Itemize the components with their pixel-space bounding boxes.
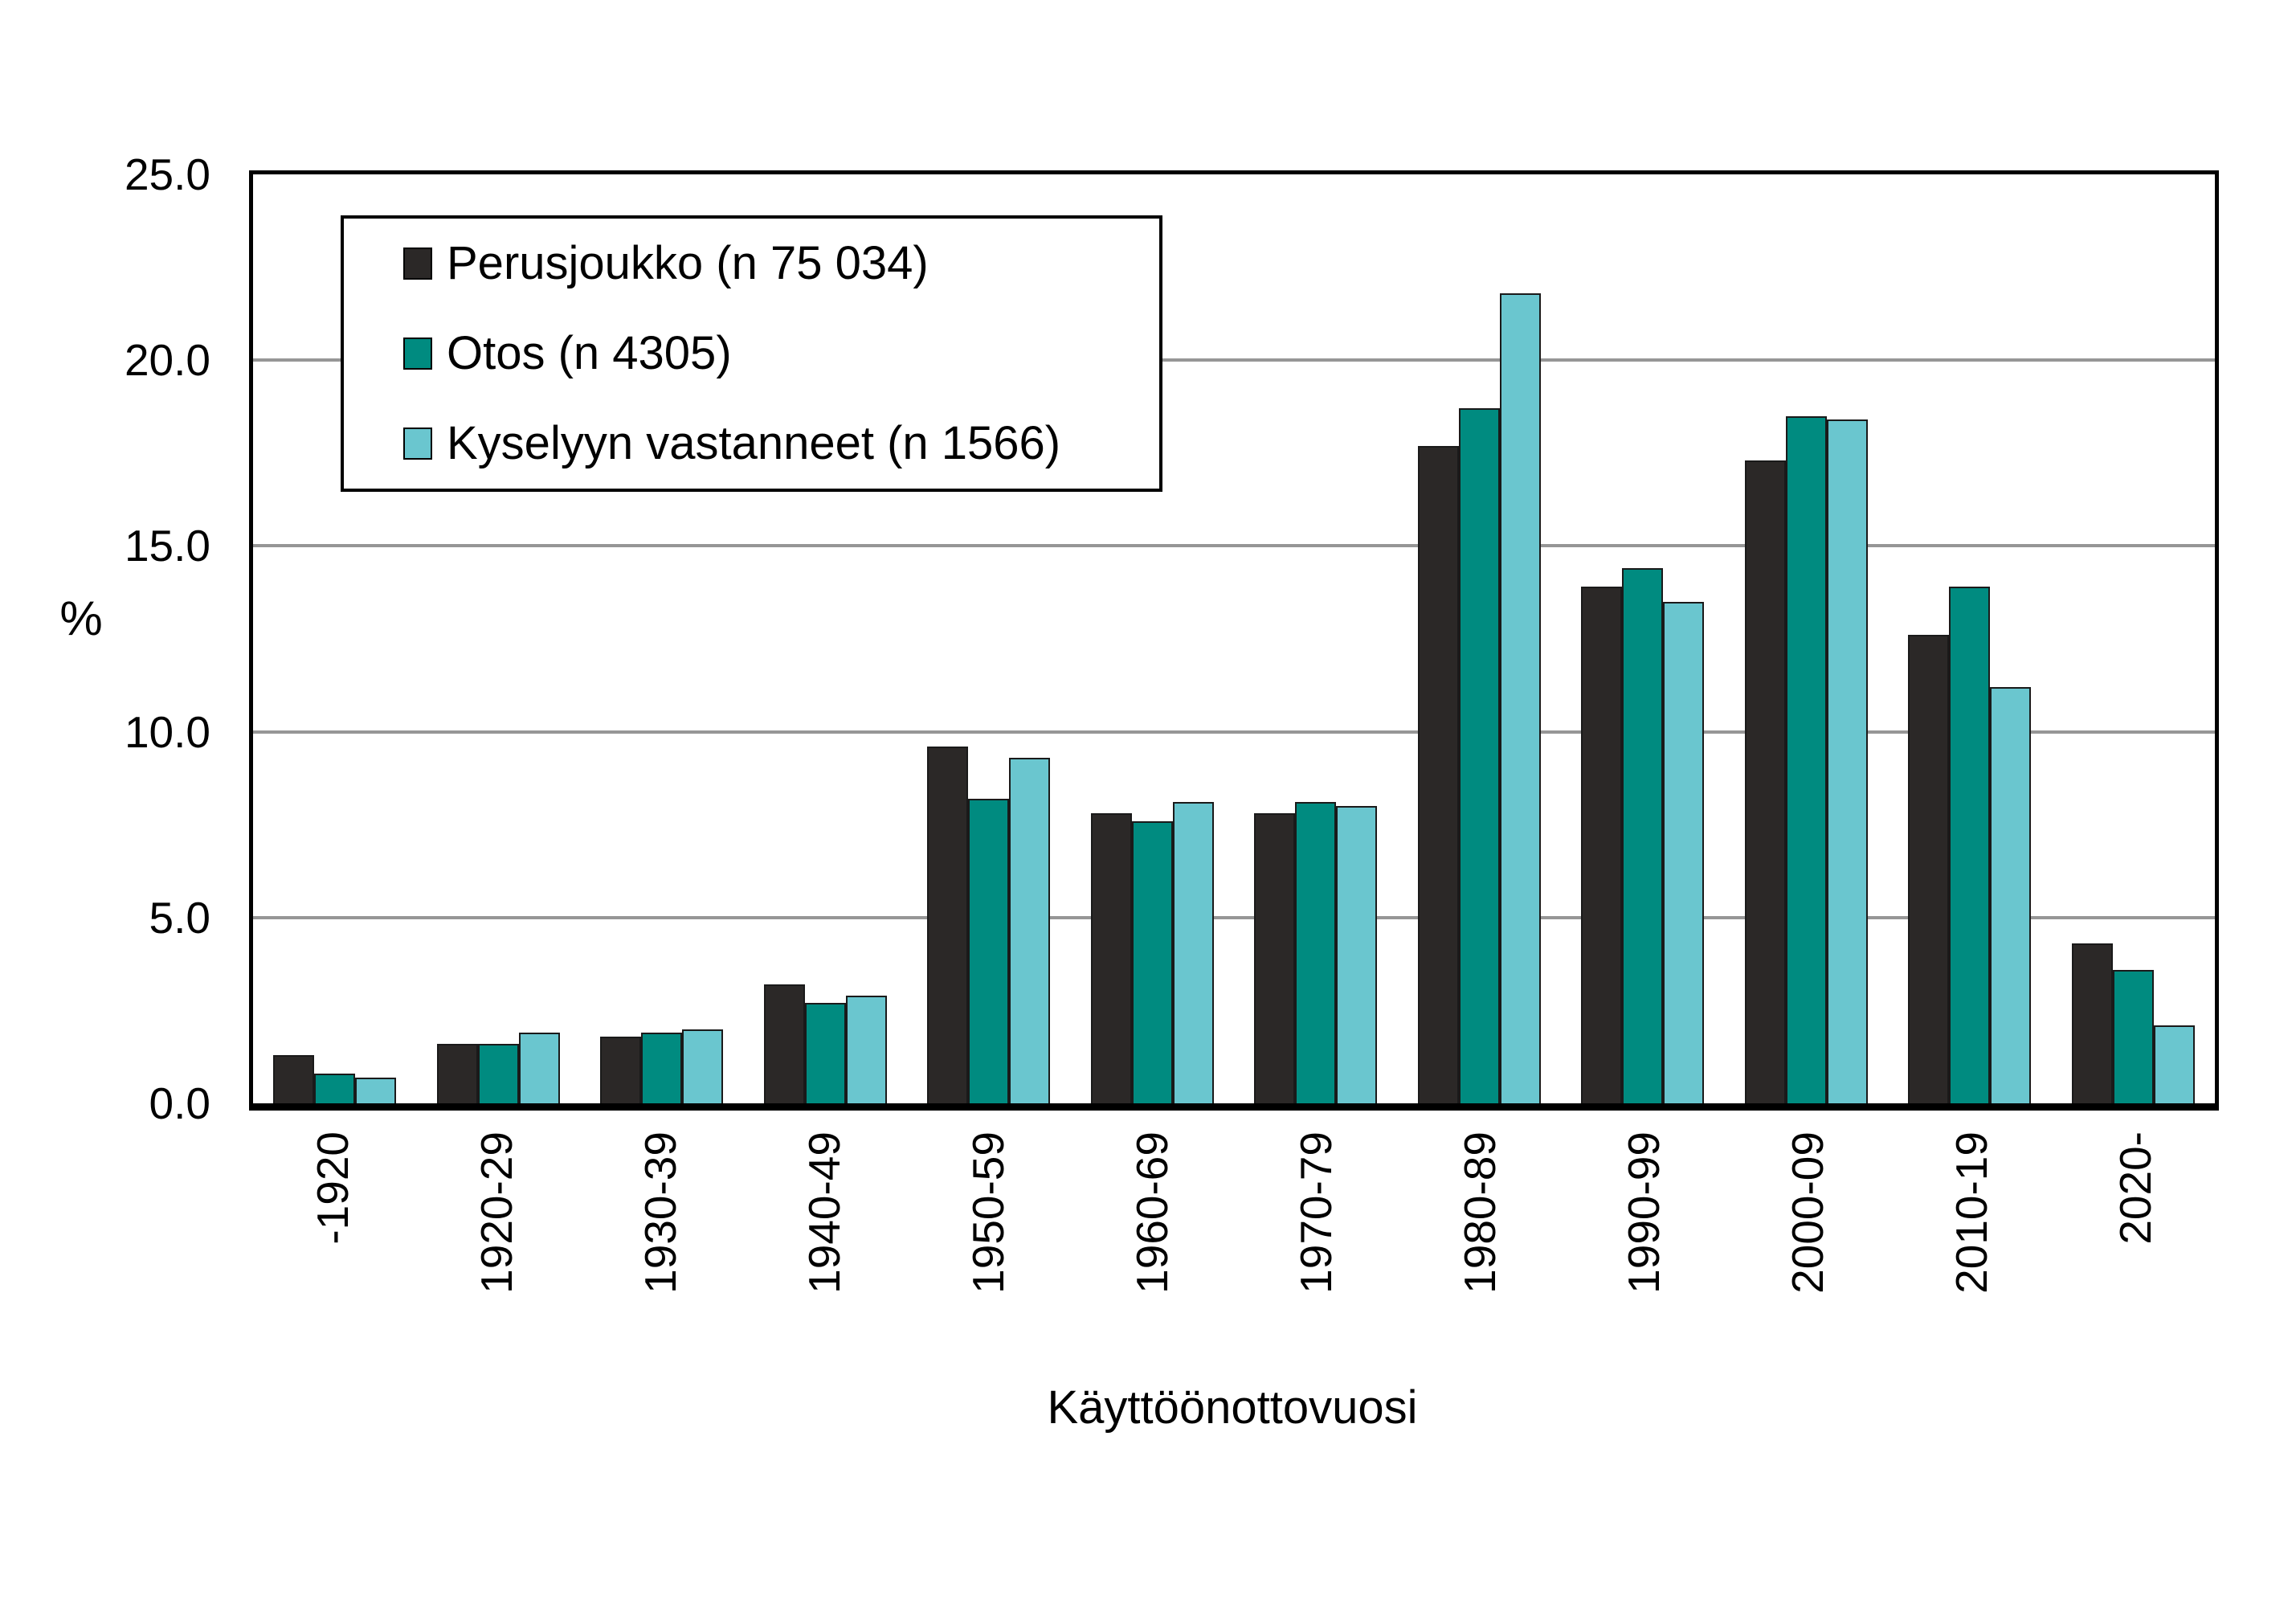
x-tick-label: 1950-59	[962, 1131, 1013, 1294]
legend: Perusjoukko (n 75 034) Otos (n 4305) Kysel…	[341, 215, 1162, 492]
bar-group-1920-29	[417, 174, 581, 1103]
bar-group-1930-39	[580, 174, 744, 1103]
gridline-20	[253, 358, 2215, 362]
y-tick-label: 0.0	[149, 1078, 210, 1128]
gridline-5	[253, 915, 2215, 919]
x-tick-label: 1930-39	[635, 1131, 685, 1294]
bar	[1295, 802, 1337, 1103]
bar	[518, 1033, 560, 1103]
x-tick-label: 1970-79	[1290, 1131, 1341, 1294]
y-tick-label: 20.0	[124, 335, 210, 386]
bar	[1949, 587, 1991, 1103]
legend-label: Perusjoukko (n 75 034)	[447, 237, 929, 289]
x-tick-label: 1920-29	[471, 1131, 521, 1294]
bar	[314, 1074, 356, 1103]
x-tick-label: 1990-99	[1618, 1131, 1669, 1294]
legend-label: Otos (n 4305)	[447, 327, 732, 379]
bar-group-2000-09	[1725, 174, 1889, 1103]
legend-swatch-icon	[403, 428, 432, 460]
y-axis-title: %	[59, 591, 103, 645]
x-tick-label: 2010-19	[1946, 1131, 1996, 1294]
bar	[273, 1054, 315, 1103]
bar	[682, 1029, 724, 1103]
legend-row: Otos (n 4305)	[403, 329, 1159, 378]
legend-swatch-icon	[403, 248, 432, 280]
bar	[600, 1036, 642, 1103]
y-tick-label: 25.0	[124, 149, 210, 199]
x-label-cell: 2020-	[2053, 1131, 2217, 1294]
bar	[804, 1003, 846, 1103]
x-label-cell: 2000-09	[1726, 1131, 1890, 1294]
gridline-15	[253, 544, 2215, 548]
x-label-cell: 1980-89	[1398, 1131, 1562, 1294]
bar	[641, 1033, 683, 1103]
x-label-cell: 1970-79	[1234, 1131, 1398, 1294]
bar	[1744, 460, 1786, 1103]
x-tick-label: 1960-69	[1126, 1131, 1177, 1294]
bar	[2112, 969, 2154, 1103]
bar	[1581, 587, 1623, 1103]
x-label-cell: 1930-39	[578, 1131, 742, 1294]
x-label-cell: 1960-69	[1070, 1131, 1234, 1294]
x-label-cell: -1920	[251, 1131, 415, 1294]
bar-group-1940-49	[744, 174, 908, 1103]
x-label-cell: 1940-49	[742, 1131, 906, 1294]
bar	[1826, 419, 1868, 1103]
bar	[1458, 408, 1500, 1103]
x-tick-label: -1920	[307, 1131, 357, 1245]
x-label-cell: 1920-29	[415, 1131, 578, 1294]
y-tick-label: 15.0	[124, 521, 210, 571]
bar	[845, 995, 887, 1103]
bar-group-1990-99	[1561, 174, 1725, 1103]
bar	[1131, 820, 1173, 1103]
bar	[1336, 806, 1378, 1103]
x-tick-label: 1980-89	[1454, 1131, 1505, 1294]
bar-group--1920	[253, 174, 417, 1103]
bar-group-1970-79	[1234, 174, 1398, 1103]
y-tick-label: 10.0	[124, 706, 210, 757]
bars-layer	[253, 174, 2215, 1103]
x-tick-label: 1940-49	[799, 1131, 849, 1294]
bar	[1417, 445, 1459, 1103]
x-label-cell: 2010-19	[1890, 1131, 2053, 1294]
bar	[2071, 943, 2113, 1103]
x-tick-label: 2020-	[2110, 1131, 2160, 1245]
bar-group-2020-	[2052, 174, 2216, 1103]
bar	[1499, 293, 1541, 1103]
legend-label: Kyselyyn vastanneet (n 1566)	[447, 417, 1061, 469]
gridline-10	[253, 730, 2215, 734]
bar	[968, 798, 1010, 1103]
x-label-cell: 1990-99	[1562, 1131, 1726, 1294]
plot-area	[249, 170, 2219, 1111]
legend-row: Kyselyyn vastanneet (n 1566)	[403, 419, 1159, 468]
bar	[1990, 687, 2032, 1103]
bar	[477, 1044, 519, 1103]
bar-group-1980-89	[1398, 174, 1562, 1103]
bar	[1622, 568, 1664, 1103]
bar-group-1950-59	[907, 174, 1071, 1103]
bar	[1785, 415, 1827, 1103]
bar	[1908, 635, 1950, 1103]
bar	[1090, 813, 1132, 1103]
bar	[436, 1044, 478, 1103]
bar	[763, 984, 805, 1103]
bar	[1009, 757, 1051, 1103]
bar	[1663, 601, 1705, 1103]
bar	[927, 747, 969, 1103]
y-tick-label: 5.0	[149, 892, 210, 943]
bar	[1172, 802, 1214, 1103]
x-axis-title: Käyttöönottovuosi	[1047, 1381, 1418, 1434]
x-label-cell: 1950-59	[906, 1131, 1070, 1294]
bar-group-1960-69	[1071, 174, 1235, 1103]
legend-row: Perusjoukko (n 75 034)	[403, 239, 1159, 288]
x-axis-labels: -1920 1920-29 1930-39 1940-49 1950-59 1960-69…	[251, 1131, 2217, 1294]
bar-group-2010-19	[1888, 174, 2052, 1103]
x-tick-label: 2000-09	[1782, 1131, 1832, 1294]
bar	[355, 1077, 397, 1103]
legend-swatch-icon	[403, 338, 432, 370]
bar	[1254, 813, 1296, 1103]
bar	[2153, 1025, 2195, 1103]
